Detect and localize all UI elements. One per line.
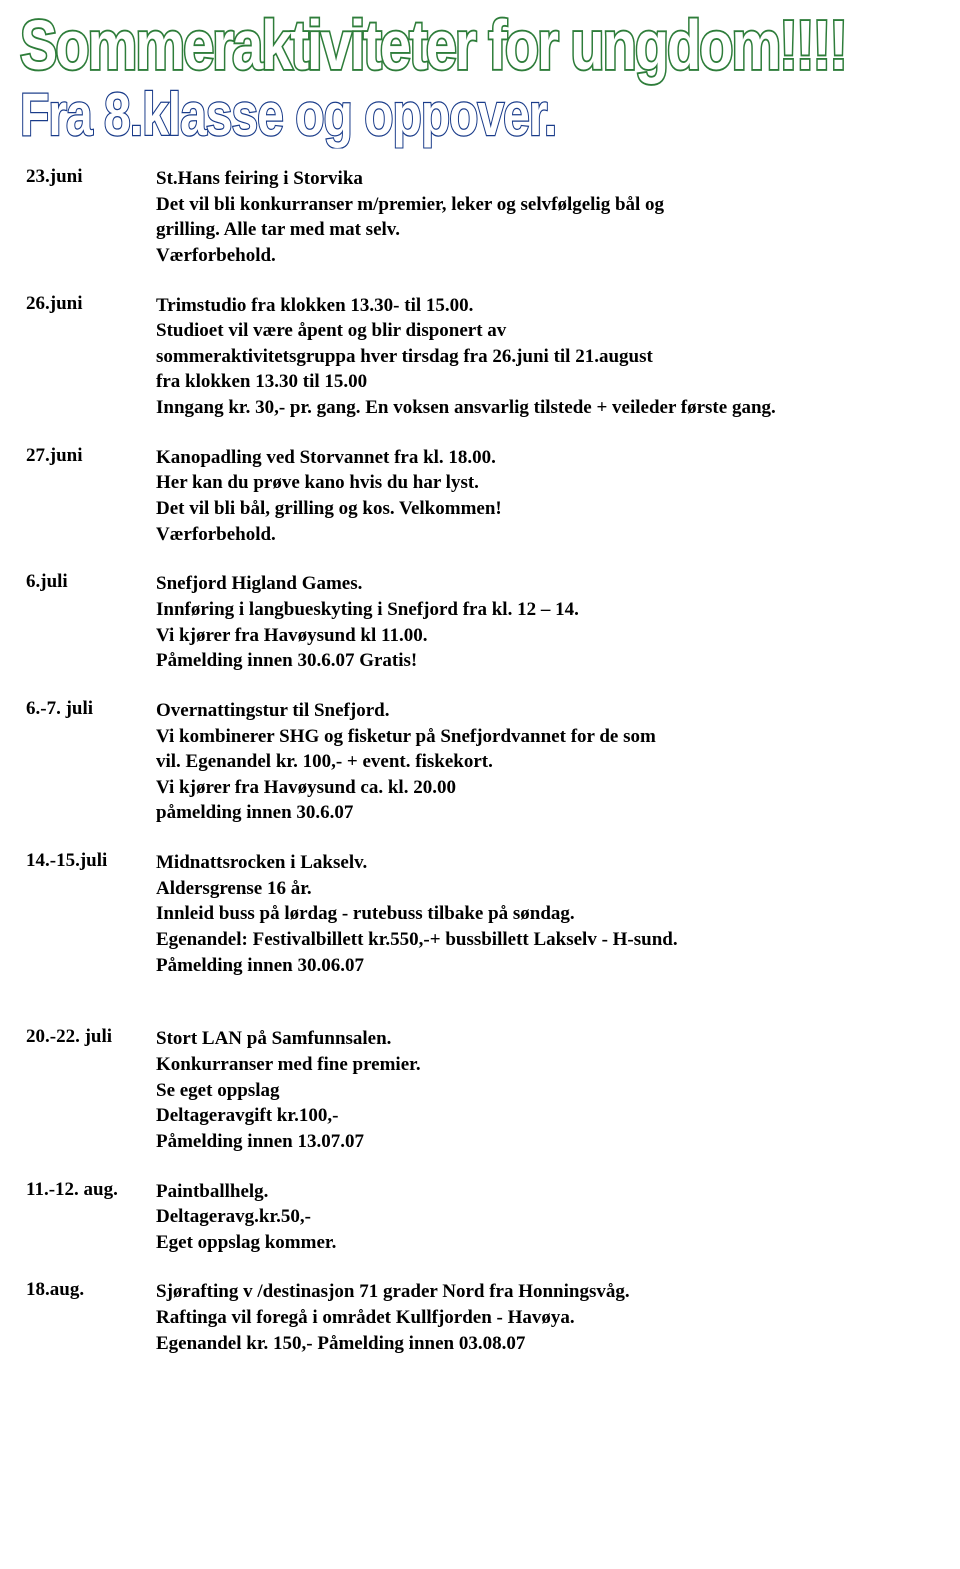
event-line: Egenandel kr. 150,- Påmelding innen 03.0… — [156, 1331, 940, 1357]
event-body: Sjørafting v /destinasjon 71 grader Nord… — [156, 1279, 940, 1356]
event-line: sommeraktivitetsgruppa hver tirsdag fra … — [156, 344, 940, 370]
event-date: 26.juni — [26, 293, 156, 315]
event-line: Deltageravg.kr.50,- — [156, 1204, 940, 1230]
event-title: Trimstudio fra klokken 13.30- til 15.00. — [156, 293, 940, 319]
event-line: Inngang kr. 30,- pr. gang. En voksen ans… — [156, 395, 940, 421]
event-line: Det vil bli bål, grilling og kos. Velkom… — [156, 496, 940, 522]
event-row: 26.juniTrimstudio fra klokken 13.30- til… — [26, 293, 940, 421]
event-line: Vi kjører fra Havøysund ca. kl. 20.00 — [156, 775, 940, 801]
event-line: Her kan du prøve kano hvis du har lyst. — [156, 470, 940, 496]
event-date: 11.-12. aug. — [26, 1179, 156, 1201]
event-row: 20.-22. juliStort LAN på Samfunnsalen.Ko… — [26, 1026, 940, 1154]
event-date: 23.juni — [26, 166, 156, 188]
event-date: 20.-22. juli — [26, 1026, 156, 1048]
headline-title-2: Fra 8.klasse og oppover. — [20, 86, 940, 146]
event-title: St.Hans feiring i Storvika — [156, 166, 940, 192]
event-body: Overnattingstur til Snefjord.Vi kombiner… — [156, 698, 940, 826]
event-title: Sjørafting v /destinasjon 71 grader Nord… — [156, 1279, 940, 1305]
event-line: Påmelding innen 13.07.07 — [156, 1129, 940, 1155]
event-row: 23.juniSt.Hans feiring i StorvikaDet vil… — [26, 166, 940, 269]
event-row: 6.-7. juliOvernattingstur til Snefjord.V… — [26, 698, 940, 826]
event-line: Værforbehold. — [156, 243, 940, 269]
event-line: Raftinga vil foregå i området Kullfjorde… — [156, 1305, 940, 1331]
event-row: 11.-12. aug.Paintballhelg.Deltageravg.kr… — [26, 1179, 940, 1256]
event-body: Kanopadling ved Storvannet fra kl. 18.00… — [156, 445, 940, 548]
event-line: Eget oppslag kommer. — [156, 1230, 940, 1256]
event-line: Vi kjører fra Havøysund kl 11.00. — [156, 623, 940, 649]
event-title: Overnattingstur til Snefjord. — [156, 698, 940, 724]
event-date: 6.-7. juli — [26, 698, 156, 720]
event-line: Innføring i langbueskyting i Snefjord fr… — [156, 597, 940, 623]
event-row: 27.juniKanopadling ved Storvannet fra kl… — [26, 445, 940, 548]
event-line: Påmelding innen 30.06.07 — [156, 953, 940, 979]
event-date: 18.aug. — [26, 1279, 156, 1301]
event-body: Midnattsrocken i Lakselv.Aldersgrense 16… — [156, 850, 940, 978]
event-title: Midnattsrocken i Lakselv. — [156, 850, 940, 876]
event-line: Vi kombinerer SHG og fisketur på Snefjor… — [156, 724, 940, 750]
event-body: Stort LAN på Samfunnsalen.Konkurranser m… — [156, 1026, 940, 1154]
headline-title-1: Sommeraktiviteter for ungdom!!!! — [20, 10, 940, 80]
event-line: Se eget oppslag — [156, 1078, 940, 1104]
event-body: Snefjord Higland Games.Innføring i langb… — [156, 571, 940, 674]
event-body: Paintballhelg.Deltageravg.kr.50,-Eget op… — [156, 1179, 940, 1256]
event-line: Påmelding innen 30.6.07 Gratis! — [156, 648, 940, 674]
event-row: 6.juliSnefjord Higland Games.Innføring i… — [26, 571, 940, 674]
event-line: vil. Egenandel kr. 100,- + event. fiskek… — [156, 749, 940, 775]
event-line: fra klokken 13.30 til 15.00 — [156, 369, 940, 395]
event-title: Snefjord Higland Games. — [156, 571, 940, 597]
event-line: grilling. Alle tar med mat selv. — [156, 217, 940, 243]
event-title: Kanopadling ved Storvannet fra kl. 18.00… — [156, 445, 940, 471]
event-date: 27.juni — [26, 445, 156, 467]
event-title: Stort LAN på Samfunnsalen. — [156, 1026, 940, 1052]
event-line: Værforbehold. — [156, 522, 940, 548]
event-line: Egenandel: Festivalbillett kr.550,-+ bus… — [156, 927, 940, 953]
event-line: Det vil bli konkurranser m/premier, leke… — [156, 192, 940, 218]
event-body: St.Hans feiring i StorvikaDet vil bli ko… — [156, 166, 940, 269]
event-line: Aldersgrense 16 år. — [156, 876, 940, 902]
event-line: Innleid buss på lørdag - rutebuss tilbak… — [156, 901, 940, 927]
event-row: 14.-15.juliMidnattsrocken i Lakselv.Alde… — [26, 850, 940, 978]
event-date: 6.juli — [26, 571, 156, 593]
events-list: 23.juniSt.Hans feiring i StorvikaDet vil… — [20, 166, 940, 1356]
event-date: 14.-15.juli — [26, 850, 156, 872]
event-body: Trimstudio fra klokken 13.30- til 15.00.… — [156, 293, 940, 421]
event-line: Deltageravgift kr.100,- — [156, 1103, 940, 1129]
event-line: Studioet vil være åpent og blir disponer… — [156, 318, 940, 344]
event-title: Paintballhelg. — [156, 1179, 940, 1205]
event-row: 18.aug.Sjørafting v /destinasjon 71 grad… — [26, 1279, 940, 1356]
event-line: påmelding innen 30.6.07 — [156, 800, 940, 826]
event-line: Konkurranser med fine premier. — [156, 1052, 940, 1078]
